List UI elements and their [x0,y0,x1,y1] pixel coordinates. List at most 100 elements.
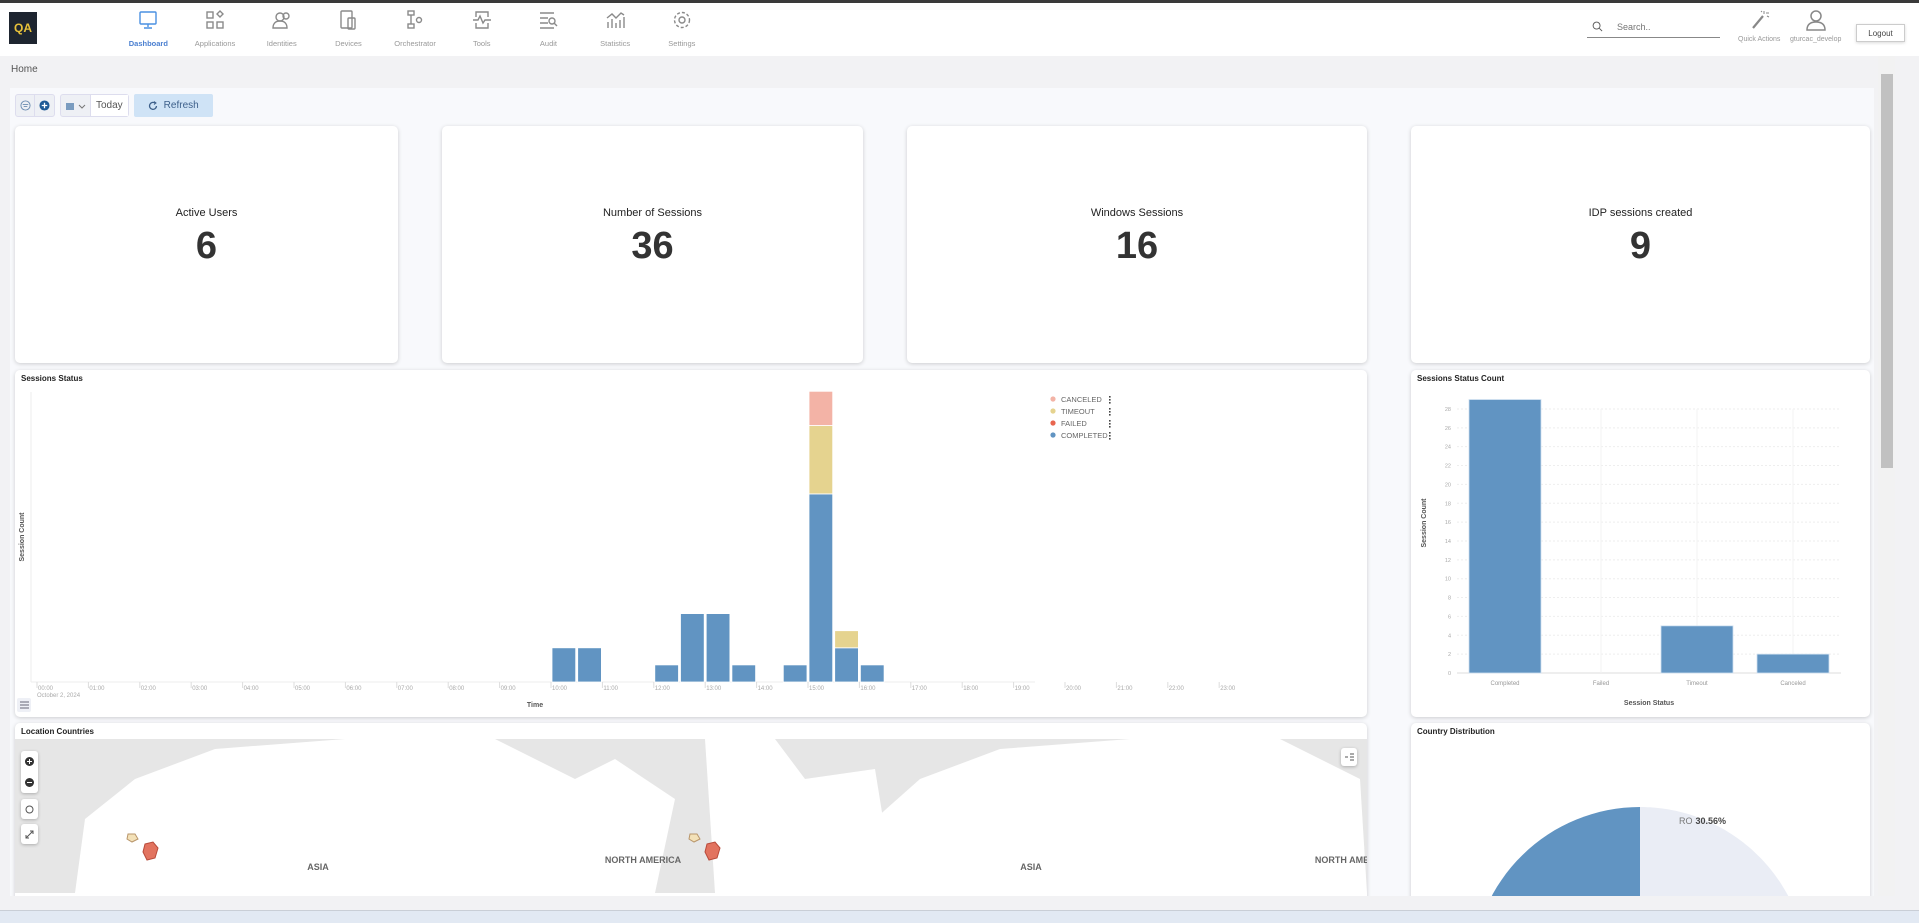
location-countries-card: Location Countries ASIA NORTH AMERICA AS… [15,723,1367,910]
nav-identities[interactable]: Identities [248,3,315,56]
bar-completed-12:00 [654,664,679,683]
y-tick-label: 22 [1445,464,1451,470]
nav-audit[interactable]: Audit [515,3,582,56]
statistics-icon [606,12,625,28]
x-tick-label: 05:00 [295,686,311,692]
nav-dashboard[interactable]: Dashboard [115,3,182,56]
filter-icon [19,100,31,111]
dot [1109,420,1111,422]
locate-button[interactable] [21,799,38,819]
plus-circle-icon [39,100,50,111]
legend-icon [1344,753,1354,761]
x-tick-label: Failed [1593,681,1609,687]
bar-canceled-15:00 [808,390,834,426]
pie-label-country: RO [1679,816,1693,826]
bar-completed-15:00 [808,493,834,683]
date-label: October 2, 2024 [37,693,81,699]
bar-canceled [1756,653,1830,674]
nav-settings[interactable]: Settings [649,3,716,56]
dot [1109,423,1111,425]
x-tick-label: 04:00 [244,686,260,692]
zoom-in-button[interactable] [21,751,38,772]
nav-statistics[interactable]: Statistics [582,3,649,56]
date-picker-button[interactable] [61,95,91,116]
dashboard-toolbar: Today Refresh [15,94,213,117]
crosshair-icon [25,805,34,813]
legend-marker-canceled [1050,396,1056,402]
fullscreen-button[interactable] [21,824,38,844]
map-label: NORTH AMERICA [1315,855,1367,865]
add-widget-button[interactable] [35,95,54,116]
y-tick-label: 18 [1445,501,1451,507]
x-tick-label: 22:00 [1169,686,1185,692]
dot [1109,435,1111,437]
search-box[interactable] [1587,16,1720,38]
list-icon [19,701,29,709]
zoom-controls [21,751,38,793]
filter-button[interactable] [16,95,35,116]
legend-label-canceled: CANCELED [1061,395,1102,404]
quick-actions-button[interactable]: Quick Actions [1738,9,1780,43]
y-tick-label: 0 [1448,671,1451,677]
world-map[interactable]: ASIA NORTH AMERICA ASIA NORTH AMERICA [15,739,1367,893]
sessions-status-count-card: Sessions Status Count 0 2 4 6 8 10 12 14 16 18 20 2… [1411,370,1870,717]
kpi-windows-sessions: Windows Sessions 16 [907,126,1367,363]
nav-applications[interactable]: Applications [182,3,249,56]
x-tick-label: 19:00 [1015,686,1031,692]
nav-tools[interactable]: Tools [448,3,515,56]
bar-completed-13:00 [705,613,731,683]
map-label: ASIA [1020,862,1042,872]
dot [1109,414,1111,416]
pie-label-ro: RO 30.56% [1679,816,1726,826]
logout-button[interactable]: Logout [1856,24,1905,42]
bar-completed-16:00 [860,664,885,683]
legend-menu-icon[interactable] [1109,420,1111,428]
legend-label-timeout: TIMEOUT [1061,407,1095,416]
x-tick-label: 21:00 [1117,686,1133,692]
bar-completed-10:00 [551,647,577,683]
y-axis-title: Session Count [19,512,26,562]
user-menu[interactable]: gturcac_develop [1790,9,1841,43]
y-tick-label: 24 [1445,445,1451,451]
country-distribution-card: Country Distribution RO 30.56% [1411,723,1870,910]
bar-timeout-15:00 [808,425,834,495]
legend-toggle-button[interactable] [17,698,31,712]
devices-icon [340,10,357,30]
apps-icon [206,10,225,29]
legend-marker-timeout [1050,408,1056,414]
search-input[interactable] [1617,21,1707,32]
magic-wand-icon [1752,10,1770,29]
x-tick-label: 00:00 [38,686,54,692]
plus-icon [25,757,34,766]
dot [1109,402,1111,404]
page-scrollbar[interactable] [1878,56,1895,896]
logo[interactable]: QA [9,12,37,44]
dot [1109,408,1111,410]
nav-orchestrator[interactable]: Orchestrator [382,3,449,56]
map-legend-button[interactable] [1341,748,1357,766]
breadcrumb: Home [11,64,38,75]
x-tick-label: 02:00 [141,686,157,692]
x-axis-title: Session Status [1624,700,1674,707]
gear-icon [673,11,691,29]
legend-menu-icon[interactable] [1109,408,1111,416]
scrollbar-thumb[interactable] [1881,74,1893,468]
date-range-value[interactable]: Today [91,95,128,116]
legend-menu-icon[interactable] [1109,432,1111,440]
zoom-out-button[interactable] [21,772,38,793]
bar-completed-13:30 [731,664,757,683]
x-tick-label: 17:00 [912,686,928,692]
kpi-idp-sessions: IDP sessions created 9 [1411,126,1870,363]
kpi-number-of-sessions: Number of Sessions 36 [442,126,863,363]
x-tick-label: Completed [1490,681,1519,687]
refresh-icon [148,100,157,110]
x-tick-label: 07:00 [398,686,414,692]
x-tick-label: 13:00 [706,686,722,692]
refresh-button[interactable]: Refresh [133,94,213,117]
dot [1109,411,1111,413]
legend-menu-icon[interactable] [1109,396,1111,404]
dot [1109,426,1111,428]
legend-marker-failed [1050,420,1056,426]
nav-devices[interactable]: Devices [315,3,382,56]
x-axis-title: Time [527,702,543,709]
